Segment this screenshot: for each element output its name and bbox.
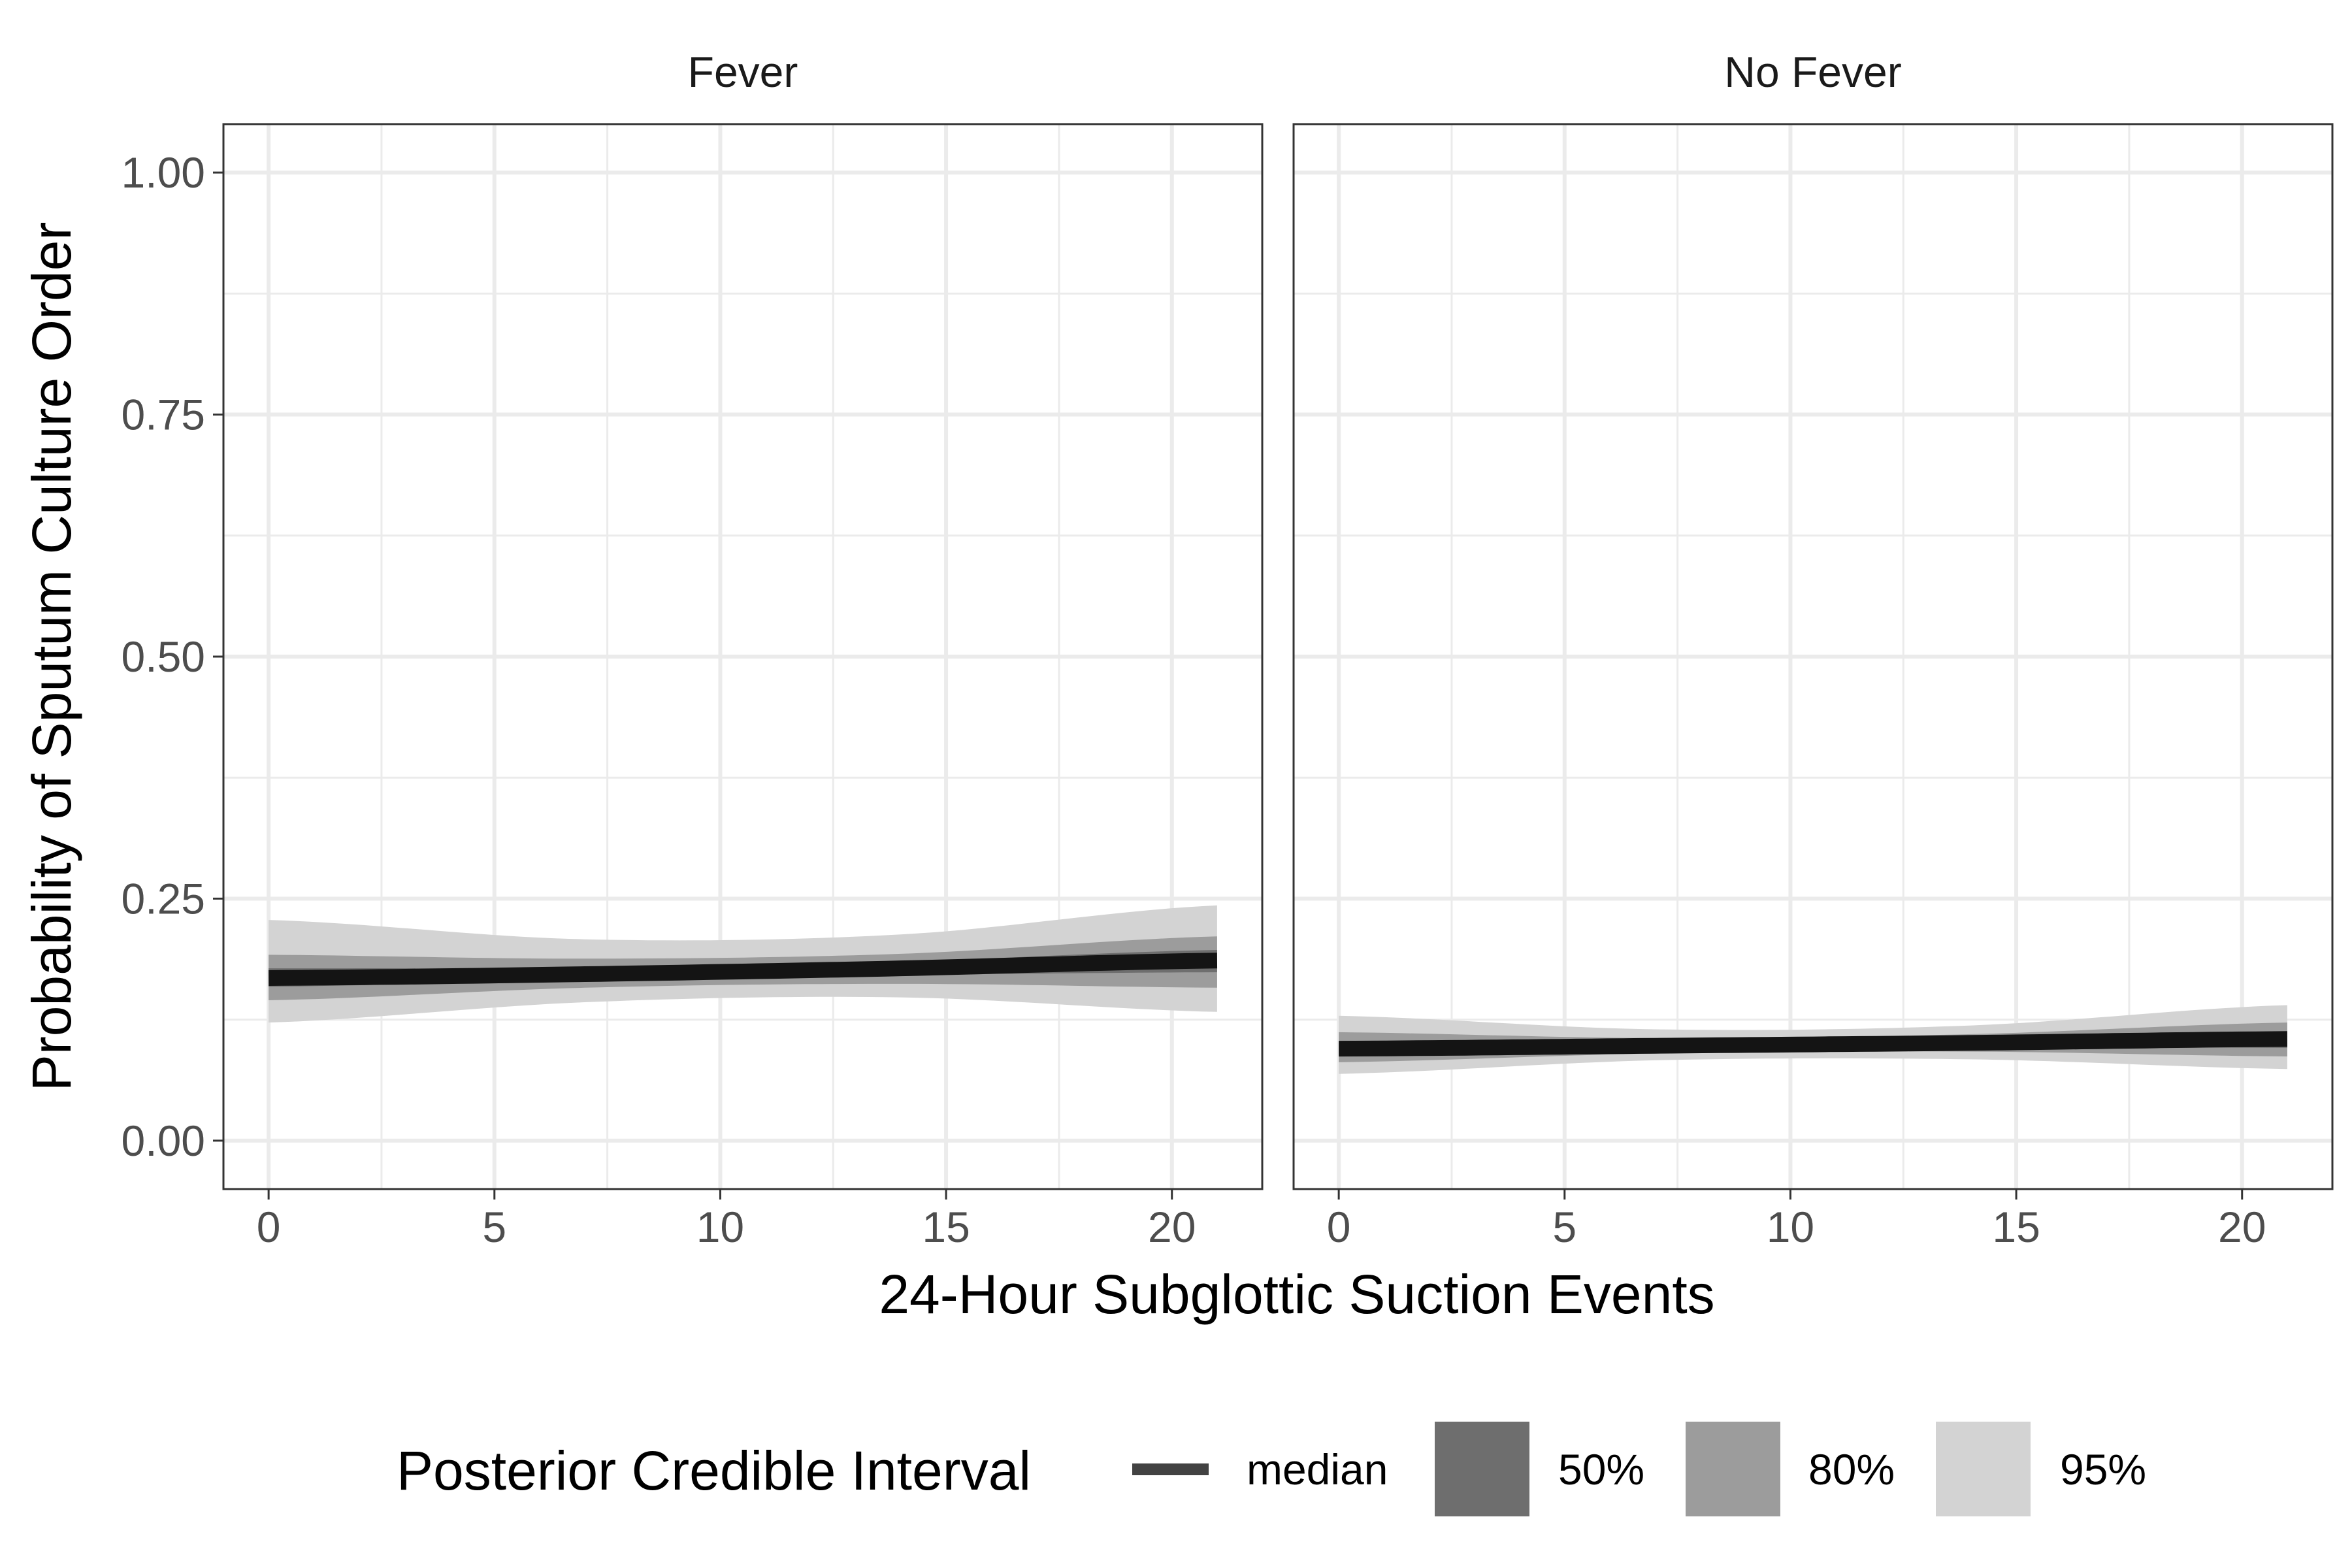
x-tick-label: 15 [922, 1203, 970, 1251]
x-tick-label: 0 [257, 1203, 281, 1251]
legend-title: Posterior Credible Interval [397, 1440, 1031, 1501]
y-tick-label: 1.00 [122, 148, 205, 197]
y-tick-label: 0.75 [122, 391, 205, 439]
panel-title-no-fever: No Fever [1724, 48, 1901, 96]
panel-no-fever: No Fever 0 5 10 15 20 [1292, 48, 2334, 1251]
legend-swatch-80 [1686, 1422, 1780, 1516]
x-tick-label: 20 [2218, 1203, 2266, 1251]
legend: Posterior Credible Interval median 50% 8… [397, 1422, 2146, 1516]
gridlines [223, 124, 1262, 1189]
x-axis-ticks: 0 5 10 15 20 [257, 1189, 1196, 1251]
y-tick-label: 0.25 [122, 874, 205, 923]
x-tick-label: 0 [1327, 1203, 1351, 1251]
y-tick-label: 0.00 [122, 1117, 205, 1165]
x-axis-title: 24-Hour Subglottic Suction Events [879, 1264, 1714, 1325]
x-tick-label: 15 [1992, 1203, 2040, 1251]
legend-label-50: 50% [1558, 1445, 1644, 1494]
median-path [269, 953, 1218, 986]
legend-label-80: 80% [1808, 1445, 1895, 1494]
x-tick-label: 20 [1148, 1203, 1196, 1251]
legend-label-median: median [1247, 1445, 1388, 1494]
x-tick-label: 5 [482, 1203, 506, 1251]
y-tick-label: 0.50 [122, 632, 205, 681]
panel-fever: Fever 0 5 10 15 20 [222, 48, 1264, 1251]
median-line [269, 953, 1218, 986]
median-line [1339, 1031, 2287, 1057]
legend-label-95: 95% [2060, 1445, 2146, 1494]
median-path [1339, 1031, 2287, 1057]
legend-swatch-95 [1936, 1422, 2031, 1516]
x-tick-label: 10 [696, 1203, 744, 1251]
y-axis-title: Probability of Sputum Culture Order [21, 222, 82, 1092]
x-axis-ticks: 0 5 10 15 20 [1327, 1189, 2266, 1251]
x-tick-label: 10 [1767, 1203, 1814, 1251]
legend-swatch-50 [1435, 1422, 1529, 1516]
gridlines [1294, 124, 2332, 1189]
x-tick-label: 5 [1552, 1203, 1576, 1251]
y-axis-ticks: 0.00 0.25 0.50 0.75 1.00 [122, 148, 223, 1165]
panel-title-fever: Fever [688, 48, 798, 96]
